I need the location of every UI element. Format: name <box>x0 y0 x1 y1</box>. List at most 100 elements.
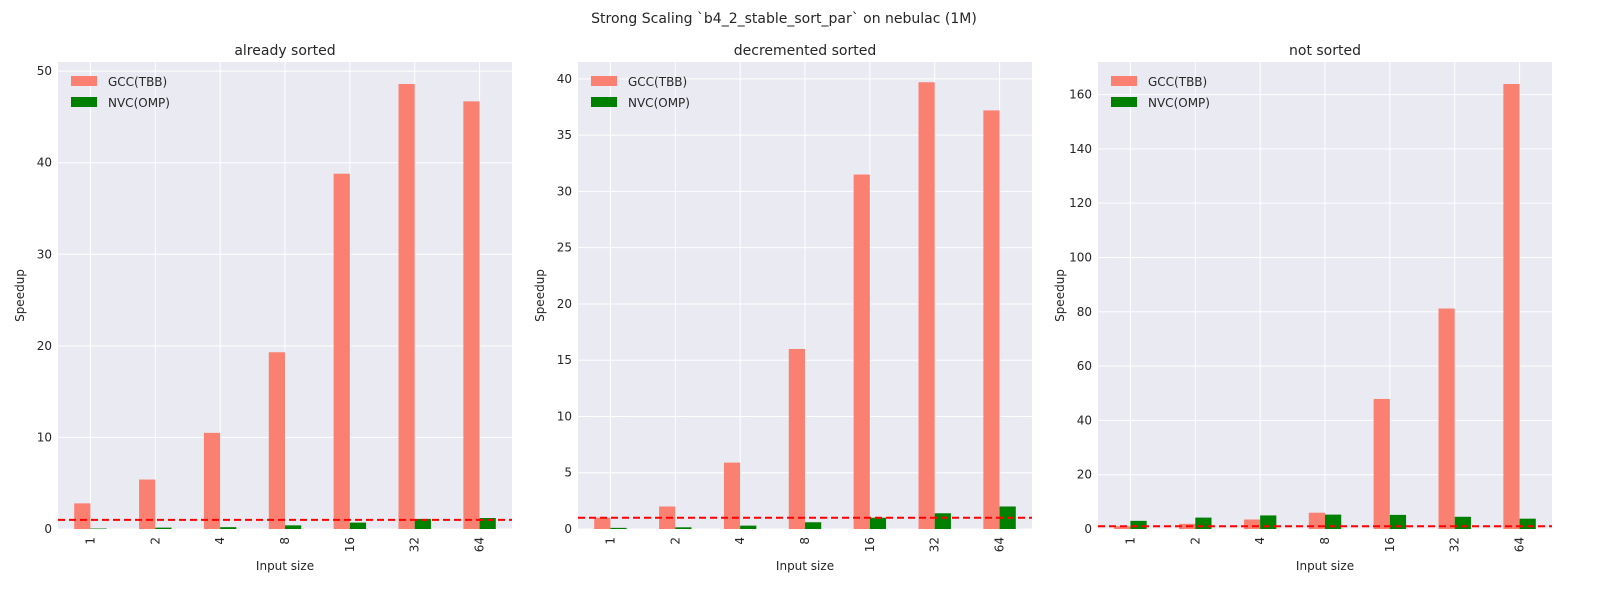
legend-swatch-nvc <box>71 97 97 107</box>
bar-gcc-16 <box>853 174 870 529</box>
bar-gcc-1 <box>74 503 91 529</box>
x-tick-label: 64 <box>993 537 1007 552</box>
y-tick-label: 30 <box>37 247 52 261</box>
x-tick-label: 4 <box>213 537 227 545</box>
x-tick-label: 2 <box>1188 537 1202 545</box>
y-tick-label: 40 <box>37 156 52 170</box>
x-axis-label: Input size <box>256 559 314 573</box>
y-tick-label: 0 <box>564 522 572 536</box>
x-tick-label: 1 <box>1123 537 1137 545</box>
bar-gcc-32 <box>398 83 415 529</box>
legend: GCC(TBB) NVC(OMP) <box>1111 75 1210 110</box>
x-tick-label: 8 <box>798 537 812 545</box>
legend-label: GCC(TBB) <box>628 75 687 89</box>
x-tick-label: 1 <box>603 537 617 545</box>
bar-nvc-64 <box>1519 518 1536 529</box>
bar-nvc-4 <box>220 527 237 529</box>
legend-label: GCC(TBB) <box>108 75 167 89</box>
bar-gcc-1 <box>1114 526 1131 529</box>
y-tick-label: 100 <box>1069 250 1092 264</box>
bar-nvc-16 <box>349 522 367 529</box>
y-axis-label: Speedup <box>1053 269 1067 322</box>
y-tick-label: 5 <box>564 466 572 480</box>
x-tick-label: 16 <box>1383 537 1397 552</box>
y-tick-label: 20 <box>557 297 572 311</box>
y-axis-label: Speedup <box>13 269 27 322</box>
x-tick-label: 32 <box>408 537 422 552</box>
legend: GCC(TBB) NVC(OMP) <box>591 75 690 110</box>
chart-title: already sorted <box>234 43 335 59</box>
x-tick-label: 4 <box>733 537 747 545</box>
x-tick-label: 4 <box>1253 537 1267 545</box>
bar-gcc-16 <box>333 173 350 529</box>
x-tick-label: 2 <box>148 537 162 545</box>
legend-label: GCC(TBB) <box>1148 75 1207 89</box>
bar-gcc-2 <box>139 479 156 529</box>
x-tick-label: 8 <box>1318 537 1332 545</box>
y-tick-label: 0 <box>1084 522 1092 536</box>
y-tick-label: 10 <box>37 430 52 444</box>
bar-nvc-8 <box>805 522 822 529</box>
legend-swatch-gcc <box>1111 76 1137 86</box>
bar-nvc-16 <box>1389 514 1407 529</box>
x-axis-label: Input size <box>1296 559 1354 573</box>
x-tick-label: 2 <box>668 537 682 545</box>
chart-panel-1: 0 10 20 30 40 50 1 2 4 8 16 32 64 already sorted Input… <box>13 43 512 573</box>
chart-panel-2: 0 5 10 15 20 25 30 35 40 1 2 4 8 16 32 64 decremented so… <box>533 43 1032 573</box>
y-axis-label: Speedup <box>533 269 547 322</box>
bar-nvc-32 <box>414 518 431 529</box>
x-tick-label: 16 <box>343 537 357 552</box>
bar-gcc-16 <box>1373 398 1390 529</box>
legend-swatch-gcc <box>591 76 617 86</box>
legend-label: NVC(OMP) <box>108 96 170 110</box>
x-tick-label: 32 <box>1448 537 1462 552</box>
y-tick-label: 40 <box>1077 413 1092 427</box>
bar-gcc-1 <box>594 517 611 529</box>
y-tick-label: 30 <box>557 184 572 198</box>
bar-nvc-8 <box>285 525 302 529</box>
y-tick-label: 0 <box>44 522 52 536</box>
x-tick-label: 16 <box>863 537 877 552</box>
y-tick-label: 160 <box>1069 88 1092 102</box>
y-tick-label: 25 <box>557 241 572 255</box>
x-tick-label: 32 <box>928 537 942 552</box>
bar-nvc-1 <box>610 527 627 529</box>
bar-gcc-32 <box>918 82 935 529</box>
bar-gcc-8 <box>788 348 805 529</box>
legend-label: NVC(OMP) <box>1148 96 1210 110</box>
bar-nvc-32 <box>934 513 951 529</box>
bar-gcc-4 <box>1243 519 1261 529</box>
legend-label: NVC(OMP) <box>628 96 690 110</box>
bar-nvc-16 <box>869 517 887 529</box>
legend: GCC(TBB) NVC(OMP) <box>71 75 170 110</box>
bar-gcc-8 <box>1308 512 1325 529</box>
legend-swatch-nvc <box>591 97 617 107</box>
chart-panel-3: 0 20 40 60 80 100 120 140 160 1 2 4 8 16 32 64 not sorte… <box>1053 43 1552 573</box>
y-tick-label: 10 <box>557 409 572 423</box>
y-tick-label: 120 <box>1069 196 1092 210</box>
bar-nvc-2 <box>675 527 692 529</box>
y-tick-label: 60 <box>1077 359 1092 373</box>
bar-nvc-2 <box>155 527 172 529</box>
bar-gcc-4 <box>203 432 221 529</box>
figure-title: Strong Scaling `b4_2_stable_sort_par` on… <box>591 11 977 27</box>
bar-nvc-1 <box>1130 520 1147 529</box>
x-tick-label: 64 <box>473 537 487 552</box>
y-tick-label: 35 <box>557 128 572 142</box>
x-tick-label: 1 <box>83 537 97 545</box>
bar-nvc-2 <box>1195 517 1212 529</box>
y-tick-label: 140 <box>1069 142 1092 156</box>
chart-title: not sorted <box>1289 43 1361 59</box>
y-tick-label: 40 <box>557 72 572 86</box>
chart-title: decremented sorted <box>734 43 876 59</box>
bar-gcc-4 <box>723 462 741 529</box>
x-axis-label: Input size <box>776 559 834 573</box>
y-tick-label: 20 <box>1077 468 1092 482</box>
y-tick-label: 20 <box>37 339 52 353</box>
bar-nvc-4 <box>740 525 757 529</box>
legend-swatch-gcc <box>71 76 97 86</box>
bar-nvc-64 <box>479 518 496 529</box>
bar-gcc-64 <box>983 110 1000 530</box>
y-tick-label: 50 <box>37 64 52 78</box>
